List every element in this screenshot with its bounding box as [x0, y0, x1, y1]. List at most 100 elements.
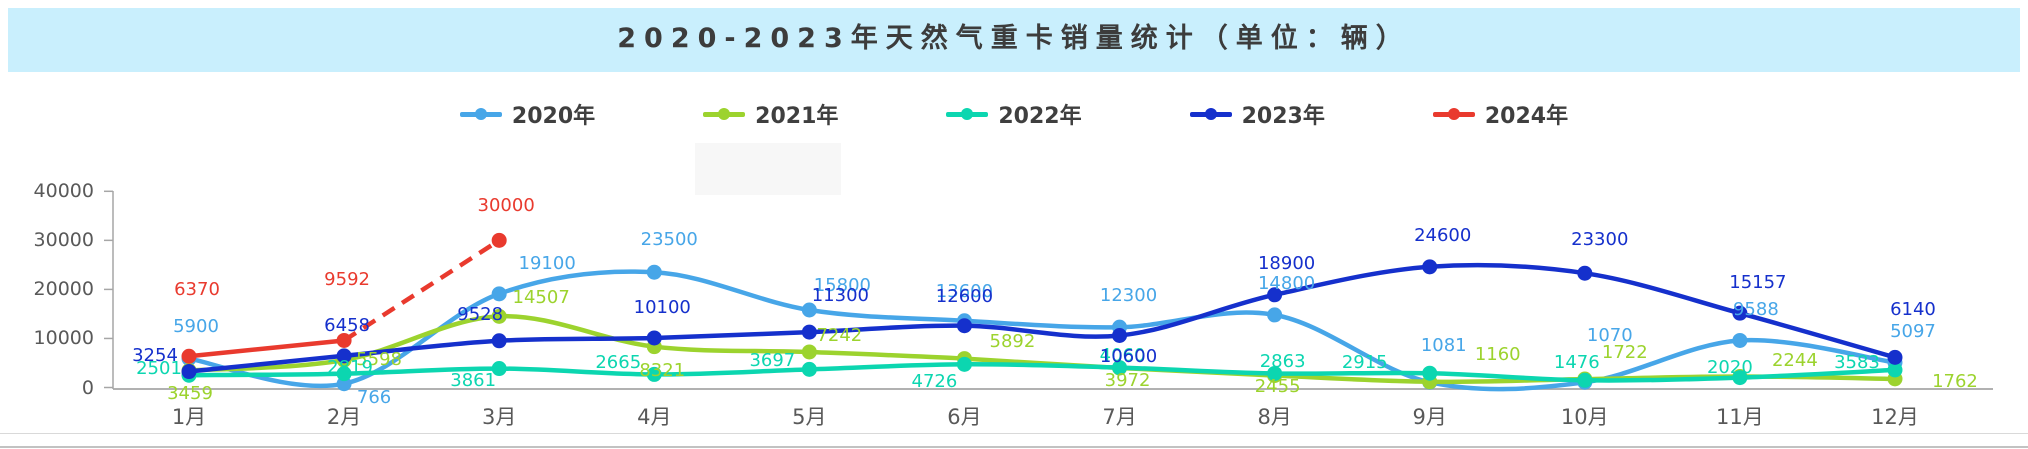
legend-dot-icon [1447, 108, 1460, 120]
data-label-2020年-9月: 1081 [1420, 335, 1467, 357]
data-label-2022年-1月: 2501 [136, 358, 182, 380]
x-axis-label-10: 10月 [1560, 405, 1609, 429]
point-2024年-3月 [491, 232, 507, 248]
legend-item-2023年: 2023年 [1189, 98, 1325, 130]
data-label-2022年-2月: 2819 [327, 356, 373, 378]
point-2021年-5月 [801, 344, 817, 360]
point-2022年-2月 [336, 366, 352, 382]
legend-label: 2020年 [511, 104, 596, 129]
data-label-2021年-2月: 5598 [356, 349, 402, 371]
legend-line-marker-icon [1189, 108, 1232, 120]
point-2022年-10月 [1577, 372, 1593, 388]
data-label-2021年-1月: 3459 [167, 382, 213, 404]
point-2023年-2月 [336, 348, 352, 364]
data-label-2021年-3月: 14507 [512, 287, 570, 309]
line-2024年-dashed [342, 238, 501, 343]
title-banner: 2020-2023年天然气重卡销量统计（单位：辆） [8, 8, 2020, 72]
data-label-2020年-3月: 19100 [518, 252, 576, 274]
data-label-2020年-10月: 1070 [1586, 325, 1633, 347]
point-2020年-3月 [491, 286, 507, 302]
data-label-2023年-10月: 23300 [1571, 229, 1629, 251]
legend-line-marker-icon [703, 108, 746, 120]
data-label-2020年-8月: 14800 [1257, 272, 1316, 294]
data-label-2023年-7月: 10600 [1099, 345, 1158, 367]
data-label-2022年-11月: 2020 [1706, 356, 1753, 378]
point-2023年-8月 [1267, 287, 1283, 303]
point-2023年-9月 [1422, 259, 1438, 275]
divider-line [0, 433, 2028, 434]
point-2023年-7月 [1112, 328, 1128, 344]
data-label-2022年-7月: 4060 [1099, 344, 1146, 366]
legend-item-2022年: 2022年 [946, 98, 1082, 130]
point-2022年-6月 [956, 356, 972, 372]
y-axis-label: 40000 [33, 180, 94, 203]
x-axis-label-3: 3月 [481, 405, 517, 429]
data-label-2023年-8月: 18900 [1257, 252, 1316, 274]
data-label-2023年-2月: 6458 [324, 314, 370, 336]
point-2021年-3月 [491, 308, 507, 324]
legend-label: 2024年 [1484, 104, 1569, 129]
y-axis-label: 10000 [33, 327, 94, 350]
legend-line-marker-icon [459, 108, 502, 120]
data-label-2021年-10月: 1722 [1601, 342, 1648, 364]
data-label-2020年-4月: 23500 [640, 229, 698, 251]
data-label-2020年-1月: 5900 [173, 315, 219, 337]
point-2024年-2月 [336, 332, 352, 348]
data-label-2022年-3月: 3861 [450, 369, 497, 391]
data-label-2022年-8月: 2863 [1259, 351, 1306, 373]
point-2023年-3月 [491, 333, 507, 349]
point-2020年-4月 [646, 264, 662, 280]
point-2022年-11月 [1732, 370, 1748, 386]
data-label-2022年-10月: 1476 [1553, 352, 1600, 374]
data-label-2023年-3月: 9528 [457, 303, 504, 325]
legend-dot-icon [474, 108, 487, 120]
legend-label: 2023年 [1241, 104, 1325, 129]
legend-dot-icon [1204, 108, 1217, 120]
point-2022年-3月 [491, 361, 507, 377]
point-2023年-5月 [801, 324, 817, 340]
point-2022年-8月 [1267, 365, 1283, 381]
chart-title: 2020-2023年天然气重卡销量统计（单位：辆） [617, 23, 1411, 54]
data-label-2020年-12月: 5097 [1890, 321, 1936, 343]
data-label-2021年-9月: 1160 [1474, 343, 1521, 365]
data-label-2020年-7月: 12300 [1099, 285, 1158, 307]
y-axis-label: 20000 [33, 278, 94, 301]
data-label-2023年-5月: 11300 [811, 285, 869, 307]
data-label-2023年-11月: 15157 [1729, 272, 1787, 294]
point-2023年-11月 [1732, 305, 1748, 321]
data-label-2021年-11月: 2244 [1771, 350, 1818, 372]
legend-dot-icon [961, 108, 974, 120]
data-label-2022年-9月: 2915 [1341, 352, 1388, 374]
x-axis-label-12: 12月 [1871, 405, 1919, 429]
point-2020年-5月 [801, 302, 817, 318]
data-label-2023年-4月: 10100 [633, 296, 691, 318]
point-2023年-6月 [956, 318, 972, 334]
data-label-2021年-12月: 1762 [1932, 370, 1978, 392]
line-2023年 [188, 262, 1896, 374]
legend-dot-icon [718, 108, 731, 120]
point-2022年-5月 [801, 361, 817, 377]
line-2022年 [188, 362, 1896, 383]
data-label-2021年-5月: 7242 [816, 324, 863, 346]
x-axis-label-2: 2月 [326, 405, 362, 429]
x-axis-label-9: 9月 [1412, 405, 1447, 429]
point-2023年-1月 [181, 364, 197, 380]
data-label-2020年-2月: 766 [356, 386, 392, 408]
data-label-2020年-6月: 13600 [935, 280, 994, 302]
legend-line-marker-icon [1432, 108, 1475, 120]
data-label-2023年-9月: 24600 [1414, 224, 1472, 246]
data-label-2024年-3月: 30000 [477, 195, 535, 217]
legend-label: 2021年 [755, 104, 839, 129]
page-bottom-edge [0, 446, 2028, 448]
point-2024年-1月 [181, 348, 197, 364]
point-2020年-8月 [1267, 307, 1283, 323]
point-2022年-7月 [1112, 360, 1128, 376]
data-label-2020年-11月: 9588 [1732, 299, 1779, 321]
point-2023年-12月 [1887, 349, 1903, 365]
data-label-2022年-6月: 4726 [911, 371, 958, 393]
x-axis-label-4: 4月 [637, 405, 672, 429]
point-2023年-10月 [1577, 265, 1593, 281]
point-2022年-4月 [646, 366, 662, 382]
point-2023年-4月 [646, 330, 662, 346]
